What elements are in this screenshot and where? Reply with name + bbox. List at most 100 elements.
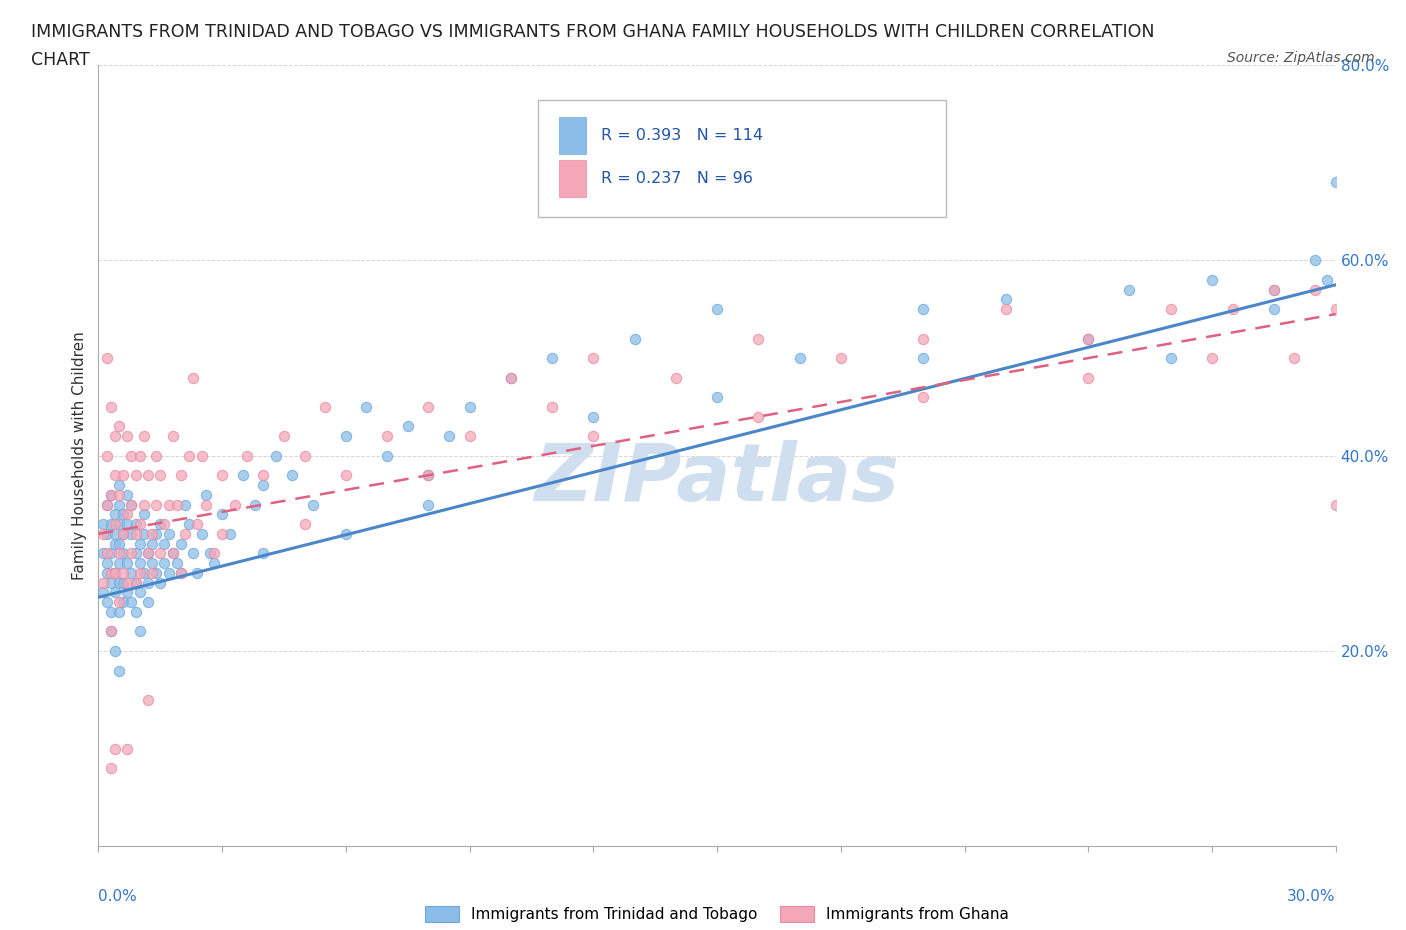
Point: [136, 546, 159, 561]
Point: [112, 575, 135, 591]
Point: [100, 400, 122, 415]
Y-axis label: Family Households with Children: Family Households with Children: [72, 331, 87, 580]
FancyBboxPatch shape: [537, 100, 946, 218]
Point: [128, 556, 150, 571]
Point: [179, 517, 201, 532]
Point: [202, 556, 225, 571]
Point: [582, 351, 605, 365]
Point: [96, 546, 118, 561]
Point: [112, 565, 135, 580]
Point: [117, 741, 139, 756]
Point: [314, 400, 336, 415]
Point: [170, 468, 193, 483]
Point: [128, 624, 150, 639]
Point: [202, 546, 225, 561]
Point: [1201, 351, 1223, 365]
Point: [104, 537, 127, 551]
Text: R = 0.237   N = 96: R = 0.237 N = 96: [600, 171, 752, 186]
Point: [219, 526, 242, 541]
Point: [104, 565, 127, 580]
Point: [1222, 301, 1244, 316]
Point: [132, 565, 155, 580]
Point: [100, 604, 122, 619]
Point: [1263, 283, 1285, 298]
Point: [120, 565, 142, 580]
Point: [252, 468, 274, 483]
Text: Source: ZipAtlas.com: Source: ZipAtlas.com: [1227, 51, 1375, 65]
Point: [112, 526, 135, 541]
Point: [1263, 301, 1285, 316]
Text: 0.0%: 0.0%: [98, 889, 138, 904]
Point: [418, 400, 440, 415]
Point: [789, 351, 811, 365]
Point: [136, 468, 159, 483]
Text: R = 0.393   N = 114: R = 0.393 N = 114: [600, 128, 763, 143]
Point: [104, 741, 127, 756]
Point: [108, 575, 131, 591]
Point: [108, 546, 131, 561]
Point: [194, 487, 217, 502]
Point: [335, 526, 357, 541]
Point: [418, 468, 440, 483]
Point: [1118, 283, 1140, 298]
Point: [181, 370, 204, 385]
Point: [117, 556, 139, 571]
Point: [375, 448, 398, 463]
Point: [96, 448, 118, 463]
Point: [1263, 283, 1285, 298]
Point: [124, 526, 146, 541]
Point: [396, 419, 419, 434]
Point: [153, 556, 176, 571]
Point: [335, 429, 357, 444]
Point: [120, 526, 142, 541]
Point: [302, 498, 325, 512]
Point: [174, 526, 197, 541]
Point: [108, 556, 131, 571]
Point: [136, 595, 159, 610]
Point: [108, 487, 131, 502]
Point: [112, 546, 135, 561]
Point: [108, 498, 131, 512]
Point: [912, 301, 935, 316]
Point: [1324, 301, 1347, 316]
Point: [458, 429, 481, 444]
Point: [706, 301, 728, 316]
Point: [117, 429, 139, 444]
Point: [91, 575, 114, 591]
Point: [179, 448, 201, 463]
Point: [190, 526, 212, 541]
Point: [375, 429, 398, 444]
Point: [166, 556, 188, 571]
Point: [211, 468, 233, 483]
Point: [108, 478, 131, 493]
Point: [541, 400, 564, 415]
Point: [128, 537, 150, 551]
Point: [124, 604, 146, 619]
Point: [100, 517, 122, 532]
Point: [124, 546, 146, 561]
Point: [100, 546, 122, 561]
Point: [437, 429, 460, 444]
Point: [186, 565, 208, 580]
Point: [91, 526, 114, 541]
Point: [96, 526, 118, 541]
Point: [100, 487, 122, 502]
Point: [117, 575, 139, 591]
Point: [96, 498, 118, 512]
Point: [141, 526, 163, 541]
Point: [1160, 351, 1182, 365]
Point: [108, 419, 131, 434]
Point: [162, 546, 184, 561]
Point: [96, 351, 118, 365]
Point: [145, 448, 167, 463]
Point: [124, 575, 146, 591]
Point: [582, 429, 605, 444]
Point: [174, 498, 197, 512]
Point: [252, 546, 274, 561]
Point: [136, 575, 159, 591]
FancyBboxPatch shape: [558, 160, 586, 197]
Point: [145, 565, 167, 580]
Point: [108, 537, 131, 551]
Point: [100, 575, 122, 591]
Point: [108, 604, 131, 619]
